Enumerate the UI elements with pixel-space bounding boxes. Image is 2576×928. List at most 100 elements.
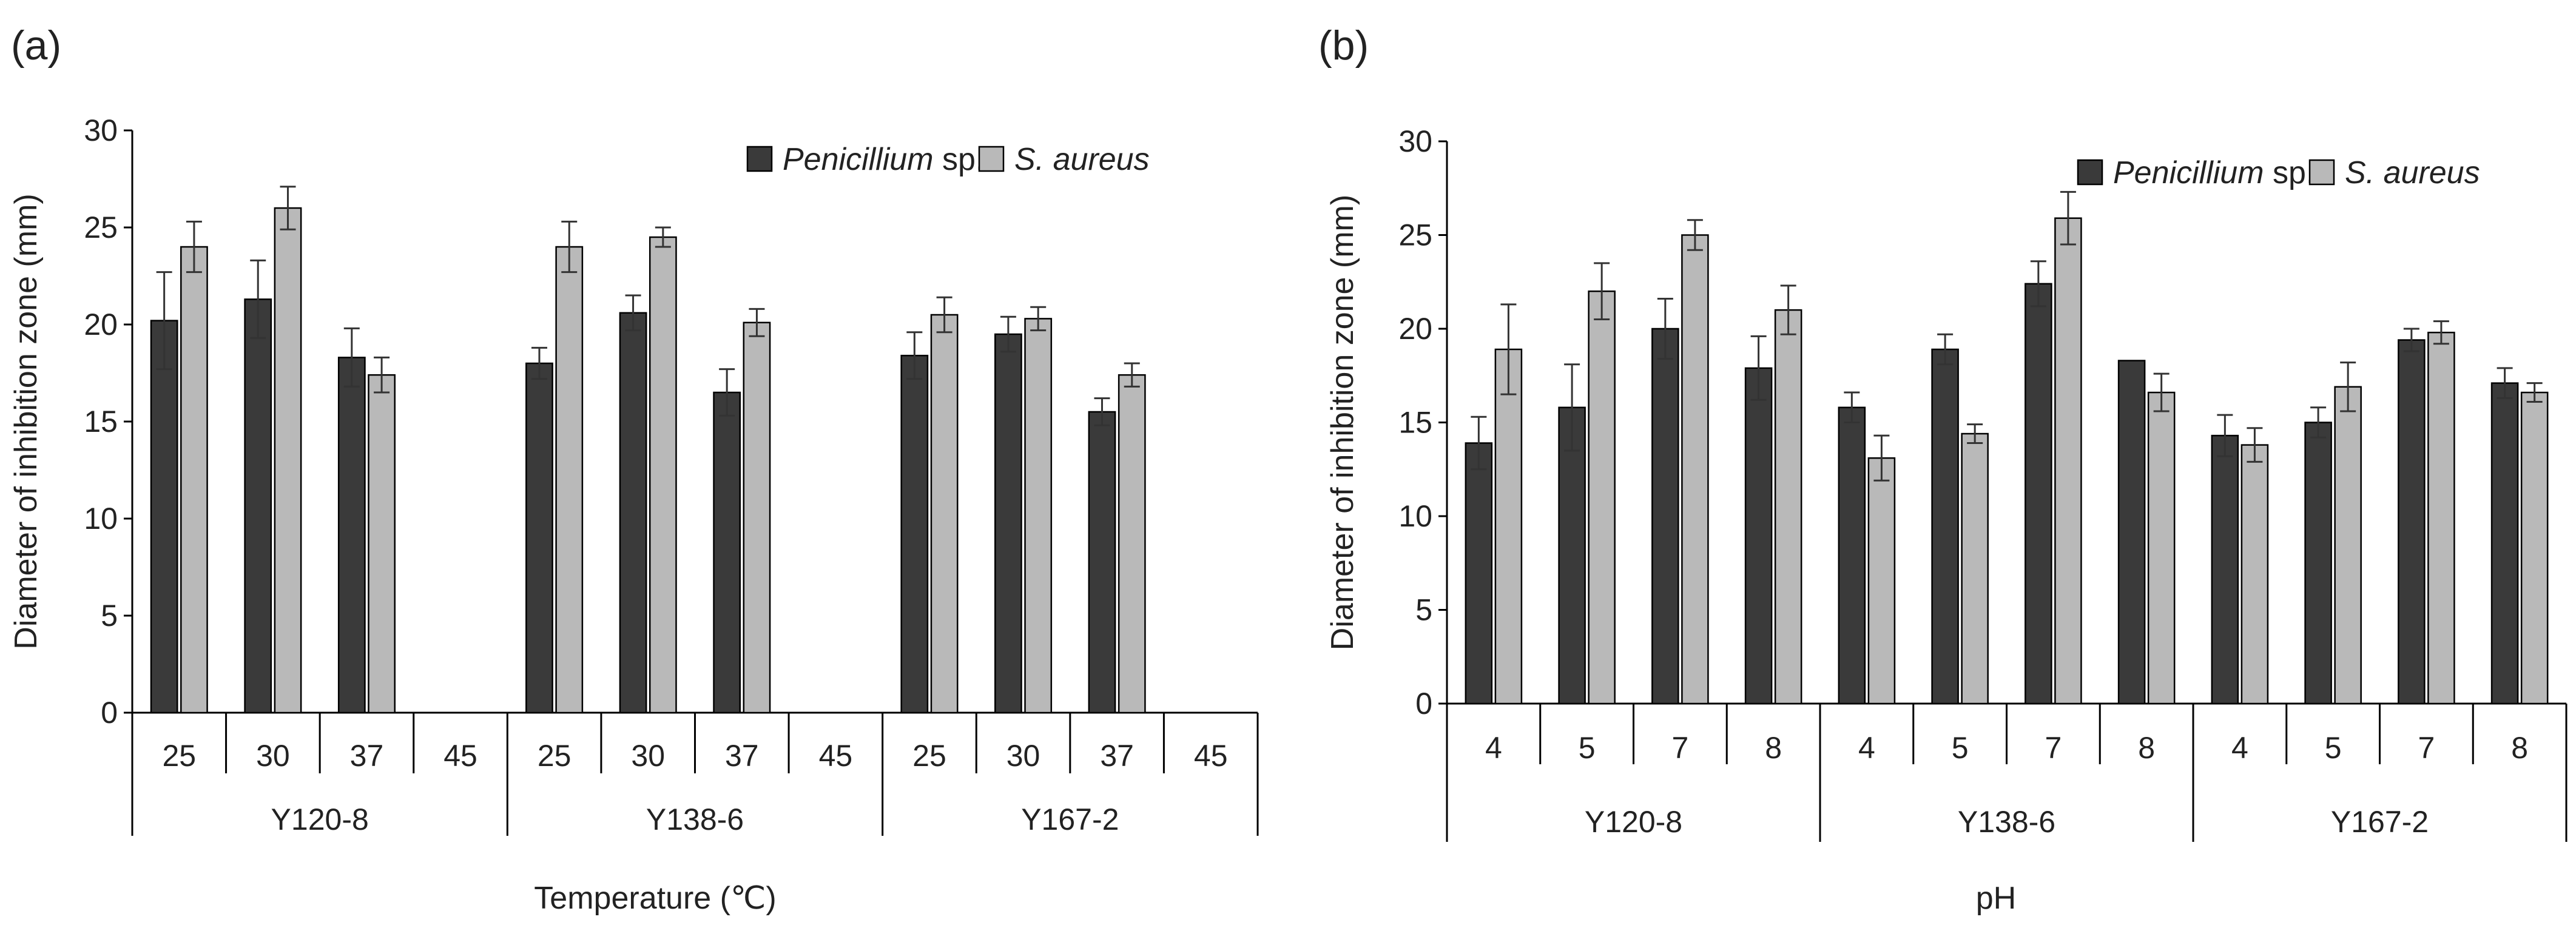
y-tick-label: 30: [84, 113, 118, 147]
x-category-label: 7: [2418, 731, 2435, 765]
x-category-label: 30: [1006, 739, 1040, 773]
y-tick-label: 10: [84, 502, 118, 536]
bar-penicillium: [150, 320, 178, 714]
bar-s-aureus: [274, 207, 302, 714]
bar-penicillium: [994, 333, 1022, 714]
legend-label-penicillium: Penicillium sp.: [783, 142, 984, 177]
y-tick-label: 15: [1398, 406, 1432, 440]
bar-penicillium: [1931, 348, 1959, 705]
y-axis-title: Diameter of inhibition zone (mm): [8, 193, 44, 649]
y-tick-label: 5: [101, 599, 118, 633]
bar-penicillium: [1744, 367, 1773, 705]
bar-s-aureus: [1867, 457, 1896, 705]
x-category-label: 8: [1765, 731, 1782, 765]
x-category-label: 45: [443, 739, 477, 773]
x-category-label: 7: [2045, 731, 2062, 765]
legend-swatch-penicillium: [2077, 159, 2103, 186]
bar-penicillium: [2490, 382, 2519, 705]
bar-s-aureus: [1681, 234, 1709, 705]
bar-penicillium: [2117, 360, 2146, 705]
bar-penicillium: [1558, 406, 1586, 705]
legend-suffix-text: sp.: [934, 142, 985, 177]
x-category-label: 30: [631, 739, 665, 773]
y-tick-label: 25: [1398, 218, 1432, 252]
x-category-label: 5: [2325, 731, 2342, 765]
x-category-label: 4: [1858, 731, 1875, 765]
y-tick-label: 0: [1415, 687, 1432, 721]
x-category-label: 4: [1485, 731, 1502, 765]
bar-penicillium: [900, 354, 929, 714]
group-label: Y167-2: [1021, 802, 1119, 836]
bar-penicillium: [713, 391, 741, 714]
y-tick-label: 20: [1398, 312, 1432, 346]
x-axis-title: Temperature (℃): [534, 881, 776, 916]
bar-s-aureus: [1774, 309, 1802, 705]
y-tick-label: 20: [84, 308, 118, 341]
x-category-label: 25: [162, 739, 196, 773]
bar-s-aureus: [2147, 391, 2176, 705]
bar-penicillium: [1088, 411, 1116, 714]
panel-label: (b): [1318, 22, 1369, 69]
chart-temperature: (a) Diameter of inhibition zone (mm) 0 5 10 1…: [8, 22, 1259, 916]
bar-s-aureus: [180, 246, 208, 714]
panel-label: (a): [11, 22, 61, 69]
legend-swatch-s-aureus: [978, 146, 1005, 172]
group-label: Y138-6: [1958, 805, 2055, 839]
x-category-label: 37: [350, 739, 384, 773]
group-label: Y120-8: [1585, 805, 1682, 839]
legend-label-s-aureus: S. aureus: [1014, 142, 1150, 177]
x-category-label: 25: [538, 739, 572, 773]
x-category-label: 4: [2231, 731, 2248, 765]
bar-s-aureus: [2054, 217, 2082, 705]
x-category-label: 37: [1100, 739, 1134, 773]
legend-italic-text: Penicillium: [783, 142, 934, 177]
bar-penicillium: [619, 312, 647, 714]
bar-penicillium: [2025, 283, 2052, 705]
group-label: Y138-6: [646, 802, 744, 836]
bar-s-aureus: [2427, 331, 2455, 705]
bar-s-aureus: [1024, 318, 1053, 714]
bar-penicillium: [337, 357, 366, 714]
bar-s-aureus: [555, 246, 584, 714]
bar-s-aureus: [2520, 391, 2549, 705]
x-category-label: 5: [1579, 731, 1596, 765]
legend-italic-text: Penicillium: [2113, 155, 2264, 190]
y-tick-label: 0: [101, 696, 118, 730]
y-tick-label: 10: [1398, 499, 1432, 533]
x-category-label: 25: [912, 739, 946, 773]
x-axis-title: pH: [1976, 881, 2016, 916]
group-label: Y120-8: [271, 802, 369, 836]
y-axis-title: Diameter of inhibition zone (mm): [1325, 195, 1360, 650]
legend-label-s-aureus: S. aureus: [2345, 155, 2480, 190]
group-label: Y167-2: [2331, 805, 2429, 839]
x-category-label: 30: [256, 739, 290, 773]
bar-penicillium: [2304, 422, 2332, 705]
chart-ph: (b) Diameter of inhibition zone (mm) 0 5 10 1…: [1318, 22, 2568, 916]
legend-italic-text: S. aureus: [1014, 142, 1150, 177]
x-category-label: 37: [725, 739, 759, 773]
bar-penicillium: [2398, 339, 2426, 705]
bar-s-aureus: [1118, 374, 1146, 714]
bar-penicillium: [244, 298, 272, 714]
bar-s-aureus: [930, 314, 959, 714]
bar-s-aureus: [649, 236, 677, 714]
bar-penicillium: [525, 362, 553, 714]
y-tick-label: 15: [84, 405, 118, 439]
y-tick-label: 25: [84, 210, 118, 244]
bar-s-aureus: [1588, 290, 1616, 705]
x-category-label: 45: [819, 739, 853, 773]
bar-penicillium: [2211, 434, 2239, 705]
bar-s-aureus: [743, 321, 771, 714]
x-category-label: 8: [2511, 731, 2528, 765]
bar-penicillium: [1838, 406, 1866, 705]
x-category-label: 8: [2138, 731, 2155, 765]
x-category-label: 45: [1194, 739, 1228, 773]
legend-label-penicillium: Penicillium sp.: [2113, 155, 2315, 190]
bar-s-aureus: [2241, 444, 2269, 705]
bar-s-aureus: [1961, 432, 1989, 705]
y-tick-label: 30: [1398, 124, 1432, 158]
x-category-label: 7: [1671, 731, 1688, 765]
bar-s-aureus: [2334, 386, 2362, 705]
bar-penicillium: [1465, 442, 1493, 705]
legend-swatch-penicillium: [746, 146, 773, 172]
